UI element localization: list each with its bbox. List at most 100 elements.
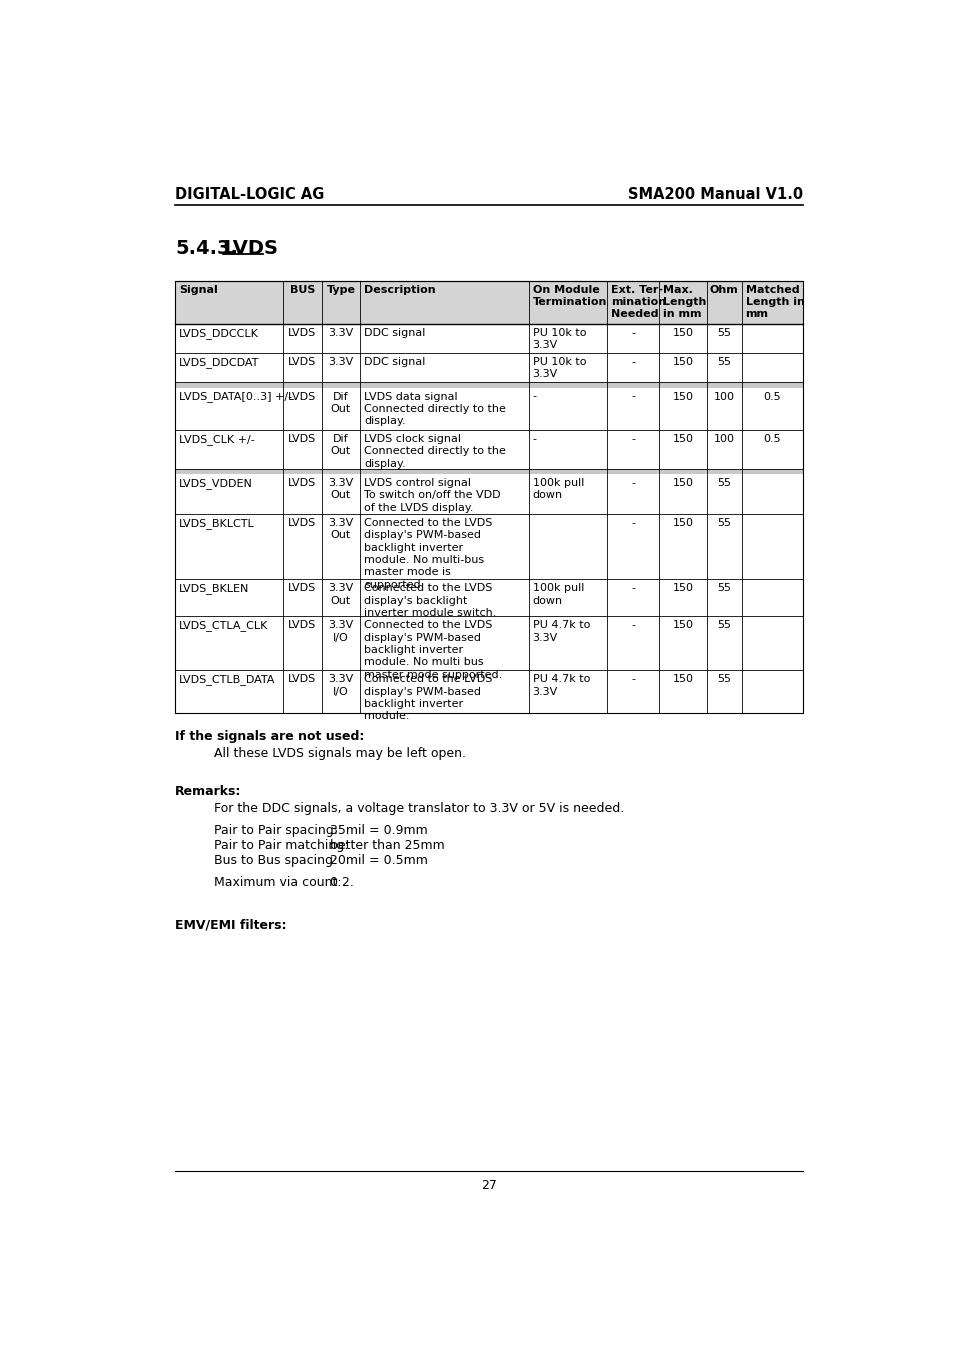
Text: PU 4.7k to
3.3V: PU 4.7k to 3.3V <box>532 674 590 697</box>
Text: 150: 150 <box>672 584 693 593</box>
Text: LVDS: LVDS <box>288 392 316 401</box>
Text: 55: 55 <box>717 674 731 684</box>
Text: 35mil = 0.9mm: 35mil = 0.9mm <box>330 824 427 836</box>
Text: -: - <box>630 478 635 488</box>
Text: LVDS_CLK +/-: LVDS_CLK +/- <box>179 434 254 444</box>
Text: Connected to the LVDS
display's PWM-based
backlight inverter
module. No multi-bu: Connected to the LVDS display's PWM-base… <box>364 517 492 590</box>
Text: All these LVDS signals may be left open.: All these LVDS signals may be left open. <box>213 747 465 759</box>
Text: Type: Type <box>326 285 355 296</box>
Text: Connected to the LVDS
display's PWM-based
backlight inverter
module. No multi bu: Connected to the LVDS display's PWM-base… <box>364 620 502 680</box>
Text: EMV/EMI filters:: EMV/EMI filters: <box>174 919 286 931</box>
Text: 150: 150 <box>672 328 693 338</box>
Text: SMA200 Manual V1.0: SMA200 Manual V1.0 <box>627 186 802 203</box>
Text: PU 10k to
3.3V: PU 10k to 3.3V <box>532 357 585 380</box>
Text: 20mil = 0.5mm: 20mil = 0.5mm <box>330 854 428 867</box>
Text: 0.5: 0.5 <box>762 434 781 444</box>
Text: Maximum via count:: Maximum via count: <box>213 875 341 889</box>
Text: 150: 150 <box>672 620 693 631</box>
Text: -: - <box>532 434 537 444</box>
Text: Dif
Out: Dif Out <box>331 392 351 413</box>
Text: Ext. Ter-
mination
Needed: Ext. Ter- mination Needed <box>611 285 665 319</box>
Text: Remarks:: Remarks: <box>174 785 241 798</box>
Text: 5.4.3.: 5.4.3. <box>174 239 237 258</box>
Text: Pair to Pair matching:: Pair to Pair matching: <box>213 839 348 852</box>
Text: On Module
Termination: On Module Termination <box>532 285 606 307</box>
Text: 150: 150 <box>672 517 693 528</box>
Text: LVDS_BKLEN: LVDS_BKLEN <box>179 584 249 594</box>
Text: LVDS: LVDS <box>288 620 316 631</box>
Text: 55: 55 <box>717 517 731 528</box>
Bar <box>174 281 802 713</box>
Text: 55: 55 <box>717 584 731 593</box>
Text: If the signals are not used:: If the signals are not used: <box>174 730 364 743</box>
Text: -: - <box>532 392 537 401</box>
Text: 150: 150 <box>672 674 693 684</box>
Text: 55: 55 <box>717 328 731 338</box>
Bar <box>174 469 802 474</box>
Text: better than 25mm: better than 25mm <box>330 839 444 852</box>
Text: LVDS_DDCDAT: LVDS_DDCDAT <box>179 357 259 367</box>
Text: 0.5: 0.5 <box>762 392 781 401</box>
Text: LVDS_DATA[0..3] +/-: LVDS_DATA[0..3] +/- <box>179 392 292 403</box>
Text: Pair to Pair spacing:: Pair to Pair spacing: <box>213 824 337 836</box>
Text: -: - <box>630 620 635 631</box>
Text: -: - <box>630 392 635 401</box>
Text: -: - <box>630 328 635 338</box>
Text: LVDS_CTLA_CLK: LVDS_CTLA_CLK <box>179 620 268 631</box>
Text: DDC signal: DDC signal <box>364 357 425 367</box>
Text: 3.3V
Out: 3.3V Out <box>328 517 354 540</box>
Text: Bus to Bus spacing:: Bus to Bus spacing: <box>213 854 336 867</box>
Text: 3.3V
Out: 3.3V Out <box>328 478 354 500</box>
Text: Description: Description <box>364 285 436 296</box>
Text: LVDS clock signal
Connected directly to the
display.: LVDS clock signal Connected directly to … <box>364 434 505 469</box>
Text: 100: 100 <box>713 392 734 401</box>
Text: LVDS_BKLCTL: LVDS_BKLCTL <box>179 517 254 528</box>
Text: 150: 150 <box>672 392 693 401</box>
Bar <box>174 382 802 388</box>
Text: -: - <box>630 584 635 593</box>
Text: 55: 55 <box>717 620 731 631</box>
Text: 100k pull
down: 100k pull down <box>532 584 583 605</box>
Bar <box>174 281 802 324</box>
Text: LVDS: LVDS <box>288 357 316 367</box>
Text: -: - <box>630 517 635 528</box>
Text: LVDS_VDDEN: LVDS_VDDEN <box>179 478 253 489</box>
Text: -: - <box>630 674 635 684</box>
Text: 27: 27 <box>480 1178 497 1192</box>
Text: 150: 150 <box>672 434 693 444</box>
Text: LVDS: LVDS <box>288 434 316 444</box>
Text: LVDS: LVDS <box>288 478 316 488</box>
Text: PU 10k to
3.3V: PU 10k to 3.3V <box>532 328 585 350</box>
Text: LVDS: LVDS <box>288 517 316 528</box>
Text: Connected to the LVDS
display's PWM-based
backlight inverter
module.: Connected to the LVDS display's PWM-base… <box>364 674 492 721</box>
Text: Dif
Out: Dif Out <box>331 434 351 457</box>
Text: For the DDC signals, a voltage translator to 3.3V or 5V is needed.: For the DDC signals, a voltage translato… <box>213 802 623 815</box>
Text: 3.3V: 3.3V <box>328 357 354 367</box>
Text: 55: 55 <box>717 357 731 367</box>
Text: -: - <box>630 434 635 444</box>
Text: 55: 55 <box>717 478 731 488</box>
Text: 3.3V: 3.3V <box>328 328 354 338</box>
Text: BUS: BUS <box>290 285 314 296</box>
Text: LVDS: LVDS <box>288 584 316 593</box>
Text: 0 2.: 0 2. <box>330 875 354 889</box>
Text: PU 4.7k to
3.3V: PU 4.7k to 3.3V <box>532 620 590 643</box>
Text: 3.3V
I/O: 3.3V I/O <box>328 620 354 643</box>
Text: Matched
Length in
mm: Matched Length in mm <box>745 285 803 319</box>
Text: -: - <box>630 357 635 367</box>
Text: 150: 150 <box>672 478 693 488</box>
Text: Ohm: Ohm <box>709 285 738 296</box>
Text: DDC signal: DDC signal <box>364 328 425 338</box>
Text: 150: 150 <box>672 357 693 367</box>
Text: Connected to the LVDS
display's backlight
inverter module switch.: Connected to the LVDS display's backligh… <box>364 584 496 619</box>
Text: 3.3V
Out: 3.3V Out <box>328 584 354 605</box>
Text: 3.3V
I/O: 3.3V I/O <box>328 674 354 697</box>
Text: Max.
Length
in mm: Max. Length in mm <box>662 285 705 319</box>
Text: LVDS: LVDS <box>223 239 278 258</box>
Text: LVDS: LVDS <box>288 674 316 684</box>
Text: LVDS_DDCCLK: LVDS_DDCCLK <box>179 328 258 339</box>
Text: LVDS: LVDS <box>288 328 316 338</box>
Text: LVDS data signal
Connected directly to the
display.: LVDS data signal Connected directly to t… <box>364 392 505 427</box>
Text: 100: 100 <box>713 434 734 444</box>
Text: DIGITAL-LOGIC AG: DIGITAL-LOGIC AG <box>174 186 324 203</box>
